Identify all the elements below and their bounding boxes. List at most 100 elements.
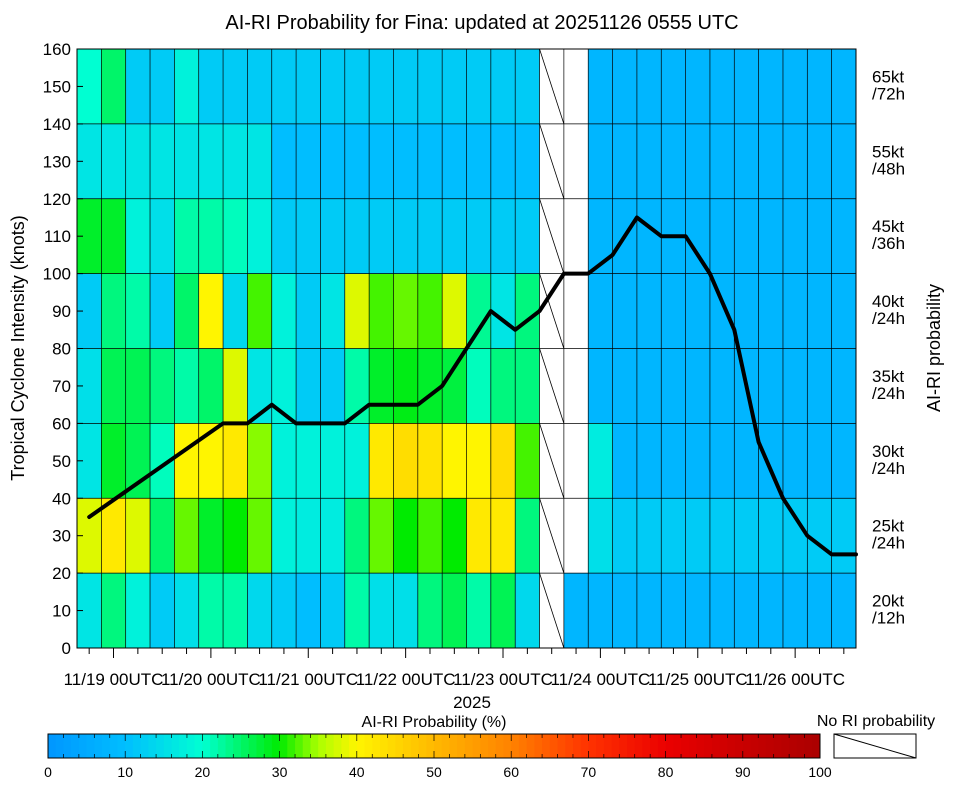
- x-tick-label: 11/22 00UTC: [356, 670, 456, 689]
- colorbar-segment: [681, 734, 690, 758]
- colorbar-segment: [796, 734, 806, 758]
- probability-cell: [296, 348, 321, 424]
- colorbar-segment: [387, 734, 396, 758]
- probability-cell: [807, 498, 832, 574]
- y-tick-label: 110: [44, 227, 71, 246]
- probability-cell: [442, 348, 467, 424]
- probability-cell: [612, 49, 637, 124]
- colorbar-tick-label: 100: [808, 764, 832, 780]
- no-ri-hatch: [539, 273, 565, 349]
- probability-cell: [101, 498, 126, 574]
- y-tick-label: 100: [43, 265, 71, 284]
- colorbar-segment: [202, 734, 211, 758]
- probability-cell: [490, 123, 516, 199]
- colorbar-segment: [488, 734, 497, 758]
- colorbar-segment: [580, 734, 589, 758]
- band-label-line1: 45kt: [872, 217, 904, 236]
- probability-cell: [612, 123, 637, 199]
- chart-title: AI-RI Probability for Fina: updated at 2…: [225, 12, 738, 34]
- probability-cell: [174, 573, 199, 648]
- probability-cell: [490, 573, 516, 648]
- probability-cell: [490, 498, 516, 574]
- probability-cell: [490, 423, 516, 499]
- colorbar-segment: [372, 734, 381, 758]
- colorbar-segment: [233, 734, 242, 758]
- probability-cell: [466, 198, 491, 274]
- band-label-line1: 40kt: [872, 292, 904, 311]
- colorbar-segment: [503, 734, 512, 758]
- probability-cell: [344, 423, 370, 499]
- probability-cell: [831, 573, 856, 648]
- probability-cell: [466, 49, 491, 124]
- probability-cell: [515, 498, 540, 574]
- probability-cell: [563, 573, 589, 648]
- y-tick-label: 130: [43, 152, 71, 171]
- probability-cell: [588, 123, 613, 199]
- colorbar-segment: [812, 734, 821, 758]
- probability-cell: [174, 198, 199, 274]
- y-tick-label: 150: [43, 77, 71, 96]
- probability-cell: [369, 573, 394, 648]
- probability-cell: [247, 498, 272, 574]
- band-label-line1: 30kt: [872, 442, 904, 461]
- colorbar-segment: [217, 734, 227, 758]
- colorbar-segment: [603, 734, 613, 758]
- no-ri-hatch: [539, 423, 565, 499]
- probability-cell: [296, 198, 321, 274]
- colorbar-segment: [55, 734, 64, 758]
- probability-cell: [661, 273, 686, 349]
- probability-cell: [612, 348, 637, 424]
- probability-cell: [393, 198, 418, 274]
- probability-cell: [685, 273, 710, 349]
- colorbar-tick-label: 90: [735, 764, 751, 780]
- probability-cell: [831, 198, 856, 274]
- colorbar-segment: [302, 734, 311, 758]
- probability-cell: [125, 198, 151, 274]
- probability-cell: [101, 198, 126, 274]
- colorbar-tick-label: 50: [426, 764, 442, 780]
- probability-cell: [174, 498, 199, 574]
- colorbar-segment: [596, 734, 605, 758]
- probability-cell: [588, 49, 613, 124]
- colorbar-segment: [472, 734, 481, 758]
- colorbar-segment: [318, 734, 327, 758]
- colorbar-segment: [773, 734, 782, 758]
- y-tick-label: 140: [43, 115, 71, 134]
- probability-cell: [490, 348, 516, 424]
- probability-cell: [636, 273, 662, 349]
- colorbar-tick-label: 20: [195, 764, 211, 780]
- probability-cell: [442, 273, 467, 349]
- probability-cell: [612, 423, 637, 499]
- colorbar-segment: [588, 734, 597, 758]
- probability-cell: [758, 49, 783, 124]
- band-labels: 20kt/12h25kt/24h30kt/24h35kt/24h40kt/24h…: [872, 67, 905, 627]
- colorbar-segment: [619, 734, 628, 758]
- colorbar-tick-label: 70: [581, 764, 597, 780]
- colorbar-segment: [325, 734, 335, 758]
- probability-cell: [101, 49, 126, 124]
- probability-cell: [320, 573, 345, 648]
- probability-cell: [515, 423, 540, 499]
- probability-cell: [588, 423, 613, 499]
- probability-cell: [758, 498, 783, 574]
- probability-cell: [369, 423, 394, 499]
- probability-cell: [296, 273, 321, 349]
- probability-cell: [685, 198, 710, 274]
- probability-cell: [150, 273, 175, 349]
- probability-cell: [831, 423, 856, 499]
- colorbar-segment: [518, 734, 528, 758]
- x-tick-label: 11/21 00UTC: [258, 670, 358, 689]
- colorbar-segment: [271, 734, 281, 758]
- probability-cell: [734, 273, 759, 349]
- probability-cell: [393, 273, 418, 349]
- heatmap-grid: [76, 48, 857, 649]
- probability-cell: [198, 423, 224, 499]
- probability-cell: [271, 123, 297, 199]
- no-ri-cell: [563, 423, 589, 499]
- colorbar-segment: [711, 734, 721, 758]
- colorbar-segment: [225, 734, 234, 758]
- heatmap-cells: [77, 49, 856, 648]
- probability-cell: [807, 348, 832, 424]
- probability-cell: [466, 573, 491, 648]
- probability-cell: [296, 498, 321, 574]
